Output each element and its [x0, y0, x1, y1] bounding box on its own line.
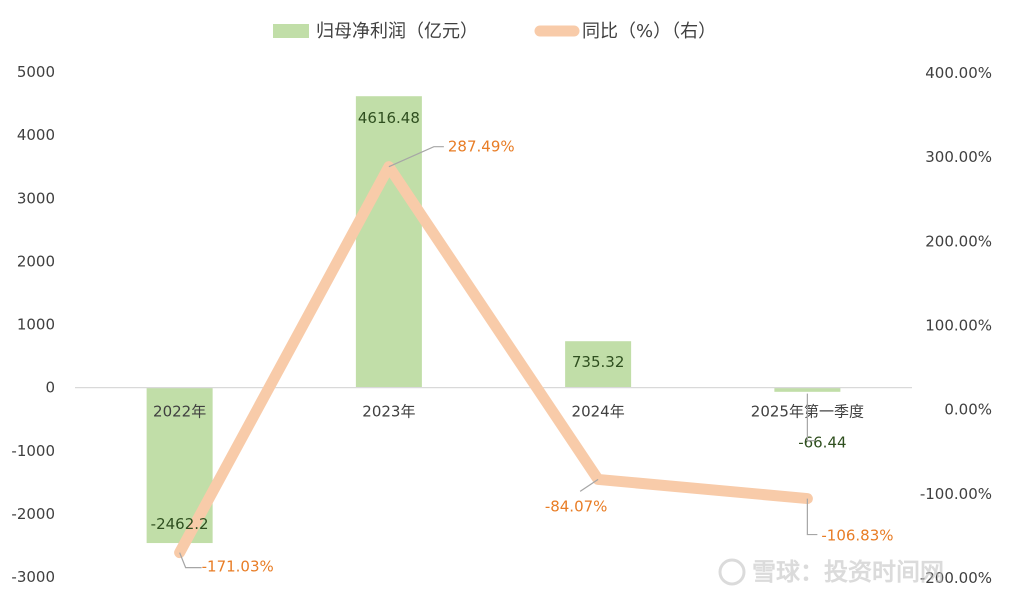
bars-layer — [146, 96, 841, 544]
y-right-tick-label: 100.00% — [925, 317, 992, 335]
line-value-label-3: -106.83% — [821, 527, 893, 545]
line-label-leader-1 — [388, 146, 444, 168]
line-label-leader-2 — [579, 478, 599, 492]
bar-value-label-3: -66.44 — [798, 434, 846, 452]
bar-value-label-2: 735.32 — [572, 353, 625, 371]
legend-swatch-bar — [273, 24, 309, 38]
line-value-label-1: 287.49% — [448, 138, 515, 156]
legend-label-line: 同比（%）（右） — [582, 21, 716, 42]
y-left-tick-label: 1000 — [17, 316, 55, 334]
bar-value-label-1: 4616.48 — [358, 109, 420, 127]
line-label-leader-0 — [179, 552, 202, 569]
y-right-tick-label: -200.00% — [920, 569, 992, 587]
y-right-tick-label: 200.00% — [925, 232, 992, 250]
y-left-tick-label: -3000 — [11, 568, 55, 586]
y-left-tick-label: 0 — [45, 379, 55, 397]
bar-3 — [774, 387, 841, 392]
x-tick-label: 2024年 — [572, 403, 625, 421]
line-value-label-0: -171.03% — [202, 558, 274, 576]
bar-2 — [565, 341, 632, 388]
watermark-logo-icon — [718, 558, 746, 586]
y-right-tick-label: 300.00% — [925, 148, 992, 166]
y-right-tick-label: -100.00% — [920, 485, 992, 503]
line-layer — [174, 161, 813, 559]
legend: 归母净利润（亿元） 同比（%）（右） — [273, 21, 716, 42]
labels-layer: -2462.2 4616.48 735.32 -66.44 -171.03% 287.49… — [151, 109, 894, 575]
y-left-tick-label: -2000 — [11, 505, 55, 523]
line-value-label-2: -84.07% — [545, 497, 608, 515]
y-left-tick-label: 4000 — [17, 126, 55, 144]
x-tick-label: 2022年 — [153, 403, 206, 421]
line-yoy — [174, 161, 813, 559]
legend-label-bar: 归母净利润（亿元） — [316, 21, 478, 42]
y-right-tick-label: 400.00% — [925, 64, 992, 82]
y-left-tick-label: 5000 — [17, 63, 55, 81]
bar-1 — [355, 96, 422, 388]
y-left-tick-label: 3000 — [17, 189, 55, 207]
bar-label-leader-3 — [806, 393, 816, 442]
watermark-text: 雪球：投资时间网 — [752, 558, 944, 586]
watermark: 雪球：投资时间网 — [718, 558, 944, 586]
bar-value-label-0: -2462.2 — [151, 515, 209, 533]
x-tick-label: 2023年 — [362, 403, 415, 421]
y-left-tick-label: 2000 — [17, 252, 55, 270]
y-right-tick-label: 0.00% — [944, 401, 992, 419]
y-left-tick-label: -1000 — [11, 442, 55, 460]
line-label-leader-3 — [806, 498, 818, 536]
